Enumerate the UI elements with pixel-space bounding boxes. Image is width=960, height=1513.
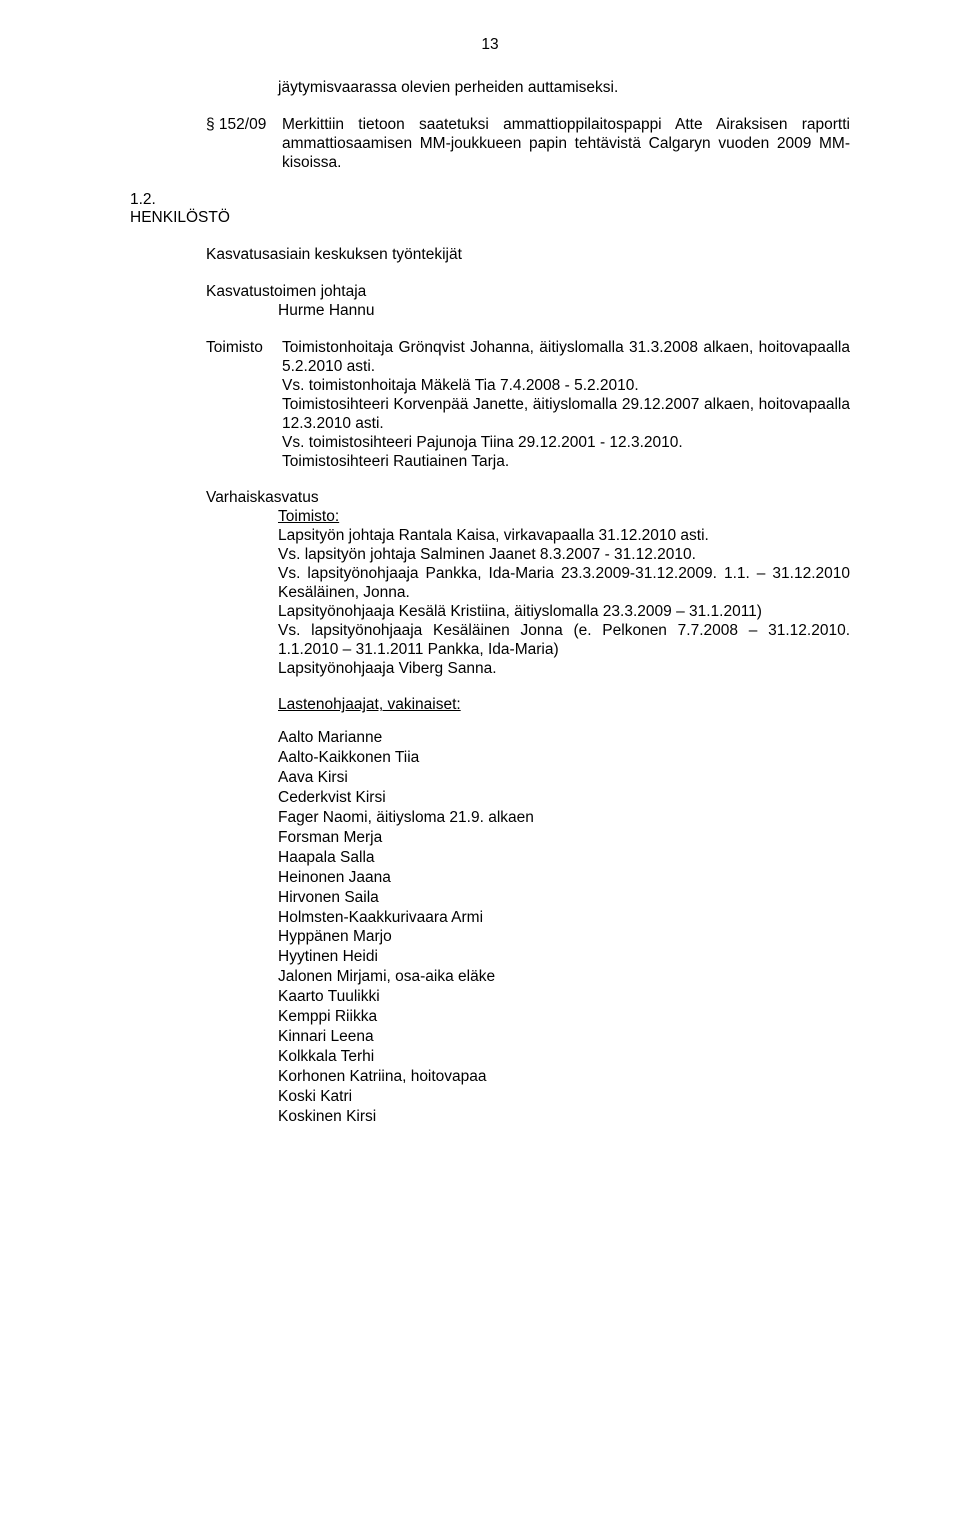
list-item: Kemppi Riikka — [278, 1008, 850, 1027]
list-item: Aalto-Kaikkonen Tiia — [278, 749, 850, 768]
subsection-title: Kasvatusasiain keskuksen työntekijät — [206, 246, 850, 265]
list-item: Koskinen Kirsi — [278, 1108, 850, 1127]
list-item: Aava Kirsi — [278, 769, 850, 788]
list-item: Holmsten-Kaakkurivaara Armi — [278, 909, 850, 928]
role-name: Hurme Hannu — [278, 302, 850, 321]
vk-line: Lapsityönohjaaja Kesälä Kristiina, äitiy… — [278, 603, 850, 622]
list-item: Jalonen Mirjami, osa-aika eläke — [278, 968, 850, 987]
vk-title: Varhaiskasvatus — [206, 489, 850, 508]
list-item: Kolkkala Terhi — [278, 1048, 850, 1067]
section-num: 1.2. — [130, 191, 850, 210]
list-item: Heinonen Jaana — [278, 869, 850, 888]
item-ref: § 152/09 — [206, 116, 282, 173]
section-title: HENKILÖSTÖ — [130, 209, 850, 228]
vk-line: Vs. lapsityönohjaaja Pankka, Ida-Maria 2… — [278, 565, 850, 603]
list-item: Hirvonen Saila — [278, 889, 850, 908]
vk-subtitle: Toimisto: — [278, 508, 850, 527]
item-text: Merkittiin tietoon saatetuksi ammattiopp… — [282, 116, 850, 173]
list-item: Kinnari Leena — [278, 1028, 850, 1047]
toimisto-text: Toimistonhoitaja Grönqvist Johanna, äiti… — [282, 339, 850, 471]
list-item: Aalto Marianne — [278, 729, 850, 748]
vk-line: Vs. lapsityön johtaja Salminen Jaanet 8.… — [278, 546, 850, 565]
list-item: Hyppänen Marjo — [278, 928, 850, 947]
name-list: Aalto MarianneAalto-Kaikkonen TiiaAava K… — [278, 729, 850, 1126]
vk-line: Lapsityön johtaja Rantala Kaisa, virkava… — [278, 527, 850, 546]
list-item: Hyytinen Heidi — [278, 948, 850, 967]
vk-line: Lapsityönohjaaja Viberg Sanna. — [278, 660, 850, 679]
list-item: Korhonen Katriina, hoitovapaa — [278, 1068, 850, 1087]
lasten-title: Lastenohjaajat, vakinaiset: — [278, 696, 850, 715]
list-item: Cederkvist Kirsi — [278, 789, 850, 808]
list-item: Kaarto Tuulikki — [278, 988, 850, 1007]
page-number: 13 — [130, 36, 850, 55]
list-item: Haapala Salla — [278, 849, 850, 868]
toimisto-label: Toimisto — [206, 339, 282, 471]
list-item: Fager Naomi, äitiysloma 21.9. alkaen — [278, 809, 850, 828]
intro-line: jäytymisvaarassa olevien perheiden autta… — [278, 79, 850, 98]
list-item: Forsman Merja — [278, 829, 850, 848]
role-label: Kasvatustoimen johtaja — [206, 283, 850, 302]
list-item: Koski Katri — [278, 1088, 850, 1107]
vk-line: Vs. lapsityönohjaaja Kesäläinen Jonna (e… — [278, 622, 850, 660]
